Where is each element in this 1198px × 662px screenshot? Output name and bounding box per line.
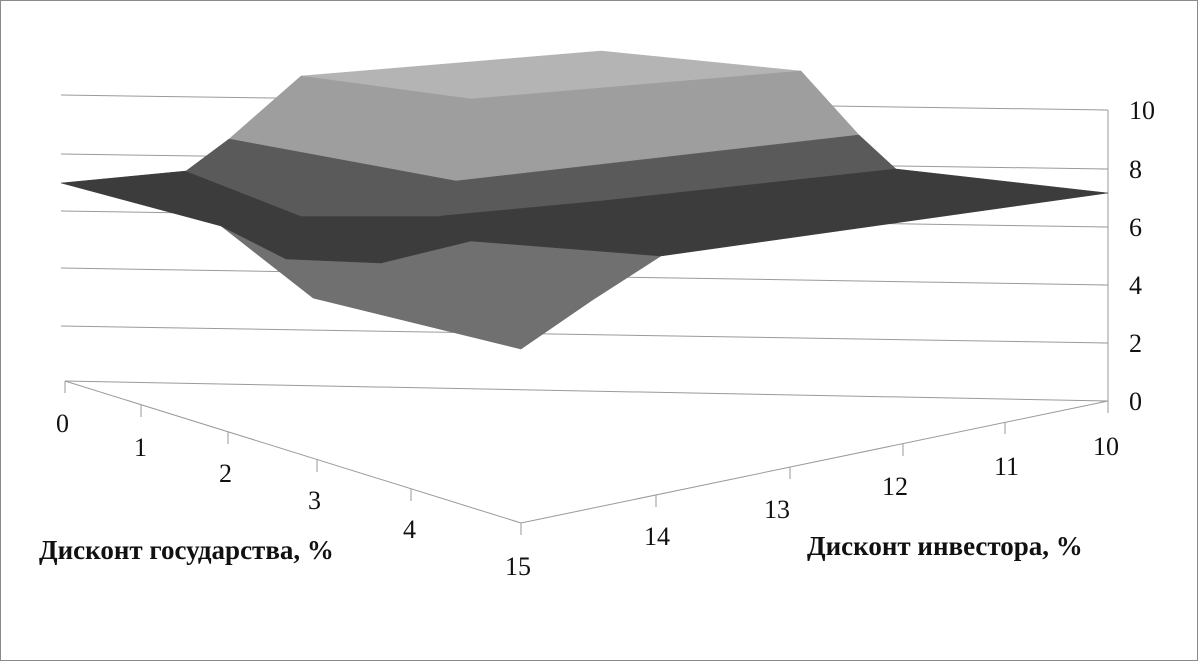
- x-axis-line: [64, 380, 522, 524]
- x-axis-labels: 0 1 2 3 4: [56, 409, 416, 544]
- x-tick-label: 0: [56, 409, 69, 438]
- z-tick-label: 4: [1129, 271, 1142, 300]
- x-axis-title: Дисконт государства, %: [39, 535, 334, 565]
- z-tick-label: 2: [1129, 329, 1142, 358]
- y-tick-label: 10: [1093, 432, 1119, 461]
- x-tick-label: 3: [308, 486, 321, 515]
- z-tick-label: 10: [1129, 96, 1155, 125]
- z-axis-labels: 0 2 4 6 8 10: [1129, 96, 1155, 416]
- y-tick-label: 14: [644, 522, 670, 551]
- x-tick-label: 1: [134, 433, 147, 462]
- x-tick-label: 4: [403, 515, 416, 544]
- gridline-z-2: [60, 325, 1109, 344]
- x-axis-tickmarks: [64, 381, 522, 535]
- surface-plot: [60, 50, 1109, 350]
- z-tick-label: 8: [1129, 155, 1142, 184]
- x-tick-label: 2: [219, 459, 232, 488]
- y-axis-title: Дисконт инвестора, %: [807, 531, 1083, 561]
- y-tick-label: 13: [764, 495, 790, 524]
- z-tick-label: 6: [1129, 213, 1142, 242]
- surface-band-4-6-right: [380, 168, 1109, 264]
- z-axis-ticks: [1100, 109, 1108, 402]
- y-tick-label: 12: [882, 472, 908, 501]
- z-tick-label: 0: [1129, 387, 1142, 416]
- y-axis-line: [520, 400, 1109, 524]
- y-tick-label: 15: [505, 552, 531, 581]
- y-axis-tickmarks: [655, 401, 1109, 507]
- y-axis-labels: 10 11 12 13 14 15: [505, 432, 1119, 581]
- floor-back-edge: [64, 380, 1109, 402]
- y-tick-label: 11: [994, 452, 1019, 481]
